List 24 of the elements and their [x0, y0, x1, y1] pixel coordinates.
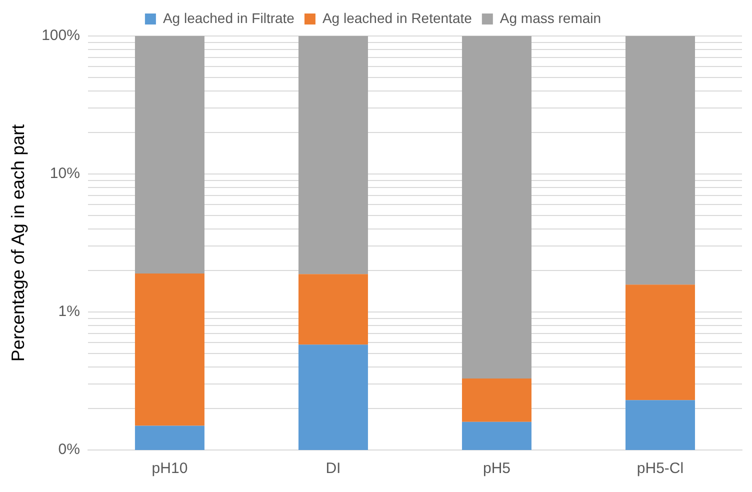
bar	[298, 36, 368, 274]
bar	[134, 426, 204, 450]
bar	[626, 36, 695, 285]
bar	[626, 284, 695, 400]
y-tick-label: 100%	[42, 27, 80, 44]
x-tick-label: pH5	[482, 460, 510, 478]
legend-label: Ag leached in Retentate	[322, 10, 472, 26]
y-tick-label: 1%	[58, 303, 80, 320]
bar	[134, 274, 204, 426]
y-tick-label: 0%	[58, 441, 80, 458]
y-tick-label: 10%	[50, 165, 80, 182]
x-tick-label: DI	[326, 460, 341, 478]
legend-label: Ag mass remain	[500, 10, 602, 26]
y-axis-title: Percentage of Ag in each part	[8, 124, 28, 362]
bar	[462, 36, 532, 378]
bar	[298, 344, 368, 450]
bar	[626, 400, 695, 450]
x-tick-label: pH10	[152, 460, 188, 478]
bar	[462, 422, 532, 450]
bar	[134, 36, 204, 274]
legend-label: Ag leached in Filtrate	[162, 10, 295, 26]
bar	[462, 378, 532, 422]
bar	[298, 274, 368, 345]
x-tick-label: pH5-Cl	[636, 460, 684, 478]
